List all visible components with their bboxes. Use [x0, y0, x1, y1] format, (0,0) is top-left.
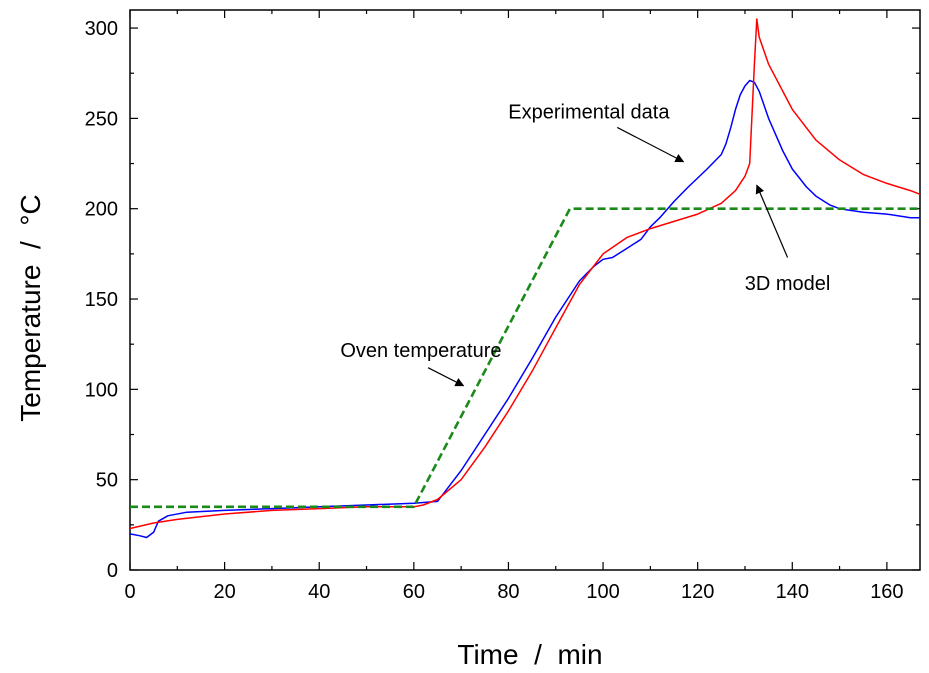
- x-tick-label: 80: [497, 581, 519, 603]
- series-layer: [129, 18, 921, 539]
- x-tick-label: 100: [586, 581, 619, 603]
- annotation-label-experimental: Experimental data: [508, 101, 670, 123]
- y-tick-label: 300: [85, 18, 118, 40]
- annotation-label-model: 3D model: [745, 273, 831, 295]
- x-tick-label: 160: [870, 581, 903, 603]
- x-tick-label: 60: [403, 581, 425, 603]
- x-tick-label: 140: [776, 581, 809, 603]
- x-tick-label: 40: [308, 581, 330, 603]
- annotation-label-oven: Oven temperature: [340, 340, 501, 362]
- annotations: Experimental data 3D model Oven temperatur…: [340, 101, 831, 387]
- annotation-arrow-model: [755, 184, 789, 258]
- annotation-arrow-oven: [427, 367, 465, 387]
- x-tick-label: 20: [213, 581, 235, 603]
- x-tick-label: 0: [124, 581, 135, 603]
- x-tick-label: 120: [681, 581, 714, 603]
- y-tick-label: 50: [96, 470, 118, 492]
- plot-frame: [129, 9, 921, 571]
- y-tick-label: 100: [85, 379, 118, 401]
- y-tick-label: 0: [107, 560, 118, 582]
- annotation-arrow-experimental: [616, 126, 685, 163]
- series-line-oven: [130, 207, 920, 509]
- y-axis-title: Temperature / °C: [15, 194, 46, 422]
- y-tick-label: 250: [85, 108, 118, 130]
- y-tick-label: 150: [85, 289, 118, 311]
- plot-border: [129, 9, 921, 571]
- y-tick-label: 200: [85, 199, 118, 221]
- axis-ticks: 0 20 40 60 80 100 120 140 160 0 50 100 150 200 250 300: [85, 10, 920, 603]
- x-axis-title: Time / min: [457, 639, 602, 670]
- series-line-experimental: [129, 79, 920, 539]
